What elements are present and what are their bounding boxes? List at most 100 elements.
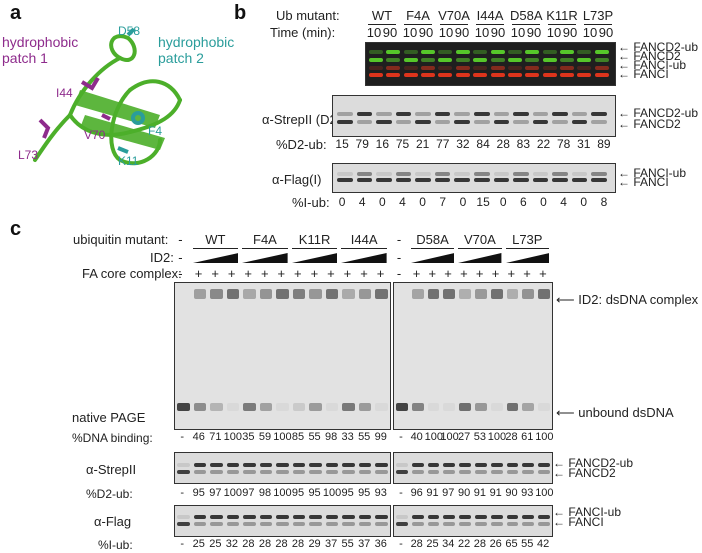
blot-band [415,112,431,116]
blot-band [376,120,392,124]
mutant-underline [584,24,612,25]
panel-b-label: b [234,2,247,24]
gel-band [525,73,540,77]
fa-plus: + [360,266,368,281]
blot-band [454,172,470,176]
gel-band [507,73,522,77]
blot-band [411,470,424,474]
blot-band [454,120,470,124]
value-cell: 97 [442,487,455,499]
value-cell: 42 [536,538,550,550]
value-cell: - [399,487,403,499]
free-dna-band [459,403,471,411]
gel-band [473,73,488,77]
blot-band [395,178,412,182]
residue-i44: I44 [56,86,73,100]
blot-band [475,463,487,467]
blot-band [226,515,240,519]
value-cell: 55 [308,431,321,443]
gel-band [455,66,470,70]
ubiquitin-structure [33,27,182,166]
time-value: 90 [490,25,506,40]
band-name: FANCI-ub [633,166,687,180]
complex-band [276,289,289,299]
value-cell: 6 [520,195,527,209]
gel-band [386,58,401,62]
blot-band [427,522,440,526]
mutant-dash: - [178,232,183,247]
dna-binding-values-left: -46 71 100 35 59 100 85 55 98 33 55 99 [174,431,389,445]
blot-band [427,515,440,519]
gel-band [421,50,436,54]
blot-band [396,522,408,526]
blot-band [342,515,355,519]
band-name: FANCD2 [633,49,681,63]
blot-band [415,178,431,182]
free-dna-band [292,403,306,411]
blot-band [571,120,588,124]
value-cell: 85 [291,431,305,443]
blot-band [356,178,373,182]
ub-mutant-c-d58a: D58A [416,232,449,247]
blot-band [591,112,607,116]
blot-band [474,120,490,124]
fa-plus: + [277,266,286,281]
time-value: 10 [474,25,490,40]
blot-band [571,178,588,182]
value-cell: 59 [258,431,272,443]
blot-band [358,463,372,467]
blot-band [443,470,456,474]
value-cell: 25 [426,538,439,550]
blot-band [396,463,408,467]
blot-band [210,515,223,519]
blot-band [411,522,424,526]
value-cell: 28 [410,538,423,550]
band-name: FANCI-ub [633,58,687,72]
fa-plus: + [412,266,421,281]
blot-band [356,112,373,116]
band-label: ← FANCD2 [553,466,616,480]
time-value: 90 [382,25,398,40]
value-cell: 25 [192,538,205,550]
blot-band [395,112,412,116]
band-label: ← FANCI-ub [618,166,686,180]
blot-band [243,463,256,467]
mutant-underline [440,24,468,25]
gel-band [403,58,418,62]
value-cell: 0 [540,195,547,209]
band-name: FANCD2 [568,466,616,480]
panel-b-iub-values: 0 4 0 4 0 7 0 15 0 6 0 4 0 8 [332,195,614,211]
blot-band [309,470,322,474]
flag-i-label: α-Flag(I) [272,172,322,187]
value-cell: 36 [374,538,387,550]
blot-band [309,463,322,467]
value-cell: 100 [535,431,554,443]
value-cell: 15 [476,195,490,209]
fa-plus: + [491,266,500,281]
mutant-underline [476,24,504,25]
value-cell: 33 [341,431,354,443]
gel-band [455,73,470,77]
time-label: Time (min): [270,25,336,40]
residue-f4: F4 [148,124,163,138]
time-value: 10 [546,25,562,40]
native-page-gel-right [393,282,553,430]
gel-band [386,66,401,70]
id2-gradient-triangle [458,253,502,263]
ub-mutant-f4a: F4A [406,8,430,23]
id2-gradient-triangle [505,253,549,263]
band-label: ← FANCI [618,175,669,189]
panel-a-label: a [10,2,22,24]
blot-band [434,172,451,176]
free-dna-band [259,403,273,411]
mutant-underline [410,248,455,249]
blot-band [571,172,588,176]
band-label: ← FANCD2-ub [618,106,698,120]
arrow-icon: ← [553,466,569,480]
value-cell: - [180,538,185,550]
dna-binding-values-right: -40 100 100 27 53 100 28 61 100 [393,431,554,445]
flag-blot-right [393,505,553,537]
blot-band [552,120,568,124]
gel-band [421,58,436,62]
blot-band [454,178,470,182]
